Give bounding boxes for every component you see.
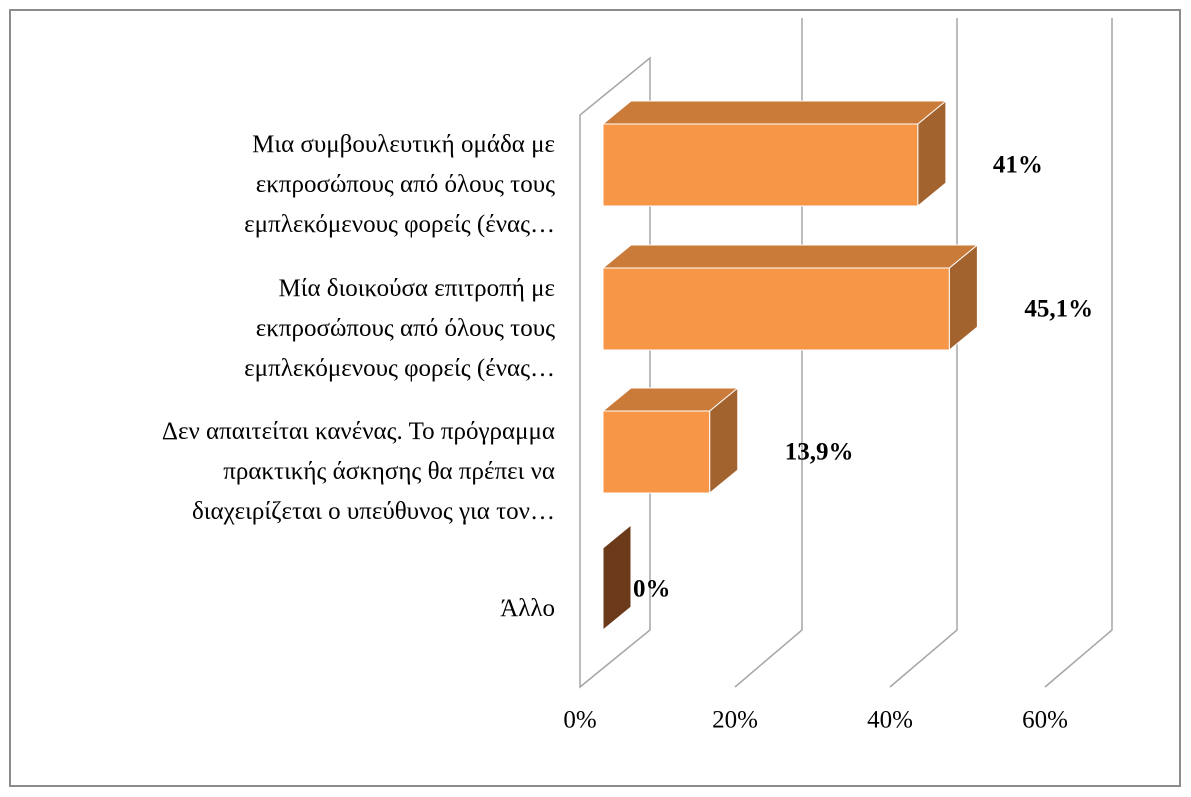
category-line: εκπροσώπους από όλους τους — [256, 315, 555, 342]
bar-side — [602, 523, 632, 632]
value-label: 41% — [993, 152, 1043, 179]
category-line: Μία διοικούσα επιτροπή με — [278, 275, 555, 302]
bar-side — [709, 386, 739, 495]
bar — [602, 523, 632, 632]
grid-line — [1044, 18, 1113, 688]
x-tick-label: 0% — [563, 707, 596, 734]
category-line: Άλλο — [500, 595, 555, 622]
value-label: 45,1% — [1024, 296, 1093, 323]
bar-side — [917, 99, 947, 208]
x-tick-label: 60% — [1022, 707, 1068, 734]
bar — [601, 243, 979, 352]
value-label: 13,9% — [785, 439, 854, 466]
bar-top — [601, 244, 979, 269]
category-line: πρακτικής άσκησης θα πρέπει να — [223, 458, 555, 485]
x-tick-label: 20% — [712, 707, 758, 734]
bar — [601, 386, 740, 495]
bar-front — [602, 410, 711, 494]
value-label: 0% — [633, 576, 671, 603]
category-line: εκπροσώπους από όλους τους — [256, 171, 555, 198]
category-label: Μια συμβουλευτική ομάδα με εκπροσώπους απ… — [244, 131, 555, 238]
category-line: διαχειρίζεται ο υπεύθυνος για τον… — [192, 498, 555, 525]
bar-top — [601, 100, 948, 125]
chart-border — [9, 9, 1181, 787]
category-label: Άλλο — [500, 595, 555, 622]
category-line: εμπλεκόμενους φορείς (ένας… — [244, 211, 555, 238]
grid-line — [734, 18, 803, 688]
category-label: Μία διοικούσα επιτροπή με εκπροσώπους από… — [244, 275, 555, 382]
x-tick-label: 40% — [867, 707, 913, 734]
category-line: Μια συμβουλευτική ομάδα με — [252, 131, 555, 158]
category-line: Δεν απαιτείται κανένας. Το πρόγραμμα — [162, 418, 555, 445]
bar-front — [602, 123, 919, 207]
category-line: εμπλεκόμενους φορείς (ένας… — [244, 355, 555, 382]
bar-front — [602, 267, 950, 351]
side-wall — [579, 56, 651, 689]
grid-line — [889, 18, 958, 688]
bar-side — [948, 243, 978, 352]
category-label: Δεν απαιτείται κανένας. Το πρόγραμμα πρακ… — [162, 418, 555, 525]
bar — [601, 99, 948, 208]
